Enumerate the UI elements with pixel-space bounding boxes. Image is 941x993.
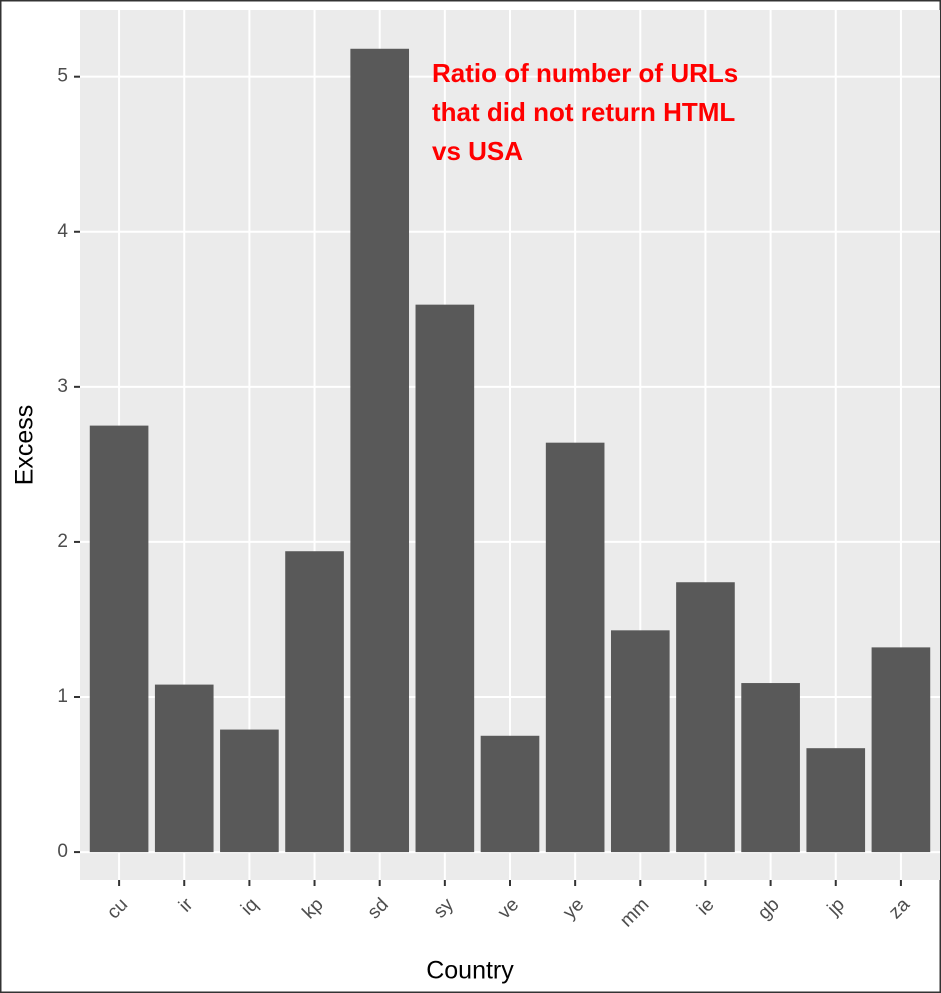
- bar: [610, 630, 670, 853]
- bar: [741, 683, 800, 853]
- x-axis-label: Country: [426, 957, 514, 985]
- y-tick-label: 1: [57, 686, 68, 707]
- y-tick-label: 2: [57, 531, 68, 552]
- bar: [480, 735, 540, 853]
- bar: [220, 729, 279, 853]
- y-tick-label: 4: [57, 221, 68, 242]
- bar: [545, 442, 605, 853]
- annotation: that did not return HTML: [432, 97, 735, 127]
- y-tick-label: 3: [57, 376, 68, 397]
- bar: [285, 551, 344, 853]
- bar: [415, 304, 475, 853]
- bar: [806, 748, 866, 853]
- y-tick-label: 0: [57, 841, 68, 862]
- bar: [871, 647, 931, 853]
- annotation: Ratio of number of URLs: [432, 58, 738, 88]
- y-axis-label: Excess: [11, 405, 39, 486]
- bar: [350, 48, 410, 853]
- y-tick-label: 5: [57, 66, 68, 87]
- bar: [89, 425, 149, 853]
- bar: [676, 582, 735, 853]
- bar: [154, 684, 214, 853]
- annotation: vs USA: [432, 136, 523, 166]
